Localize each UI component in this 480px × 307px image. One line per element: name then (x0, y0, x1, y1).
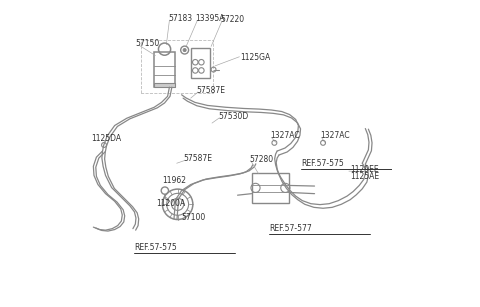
Text: 11200A: 11200A (156, 199, 186, 208)
Text: 57587E: 57587E (197, 86, 226, 95)
Text: REF.57-575: REF.57-575 (134, 243, 177, 252)
Bar (191, 48, 210, 78)
Text: 57100: 57100 (181, 213, 206, 222)
Text: 1125DA: 1125DA (92, 134, 121, 143)
Text: REF.57-575: REF.57-575 (301, 159, 344, 168)
Text: 1125GA: 1125GA (240, 53, 270, 62)
Text: 57183: 57183 (168, 14, 192, 23)
Circle shape (183, 49, 186, 52)
Text: 57530D: 57530D (218, 112, 248, 121)
Text: 1125AE: 1125AE (350, 172, 379, 181)
Bar (252, 173, 289, 203)
Text: 57220: 57220 (220, 15, 244, 24)
Bar (154, 52, 175, 87)
Text: 57280: 57280 (249, 155, 273, 164)
Text: REF.57-577: REF.57-577 (269, 224, 312, 233)
Text: 1327AC: 1327AC (270, 131, 300, 140)
Text: 1327AC: 1327AC (320, 131, 349, 140)
Text: 11962: 11962 (162, 176, 186, 185)
Bar (154, 83, 175, 87)
Text: 57587E: 57587E (184, 154, 213, 163)
Text: 1129EE: 1129EE (350, 165, 379, 174)
Text: 57150: 57150 (135, 39, 159, 48)
Text: 13395A: 13395A (195, 14, 225, 23)
